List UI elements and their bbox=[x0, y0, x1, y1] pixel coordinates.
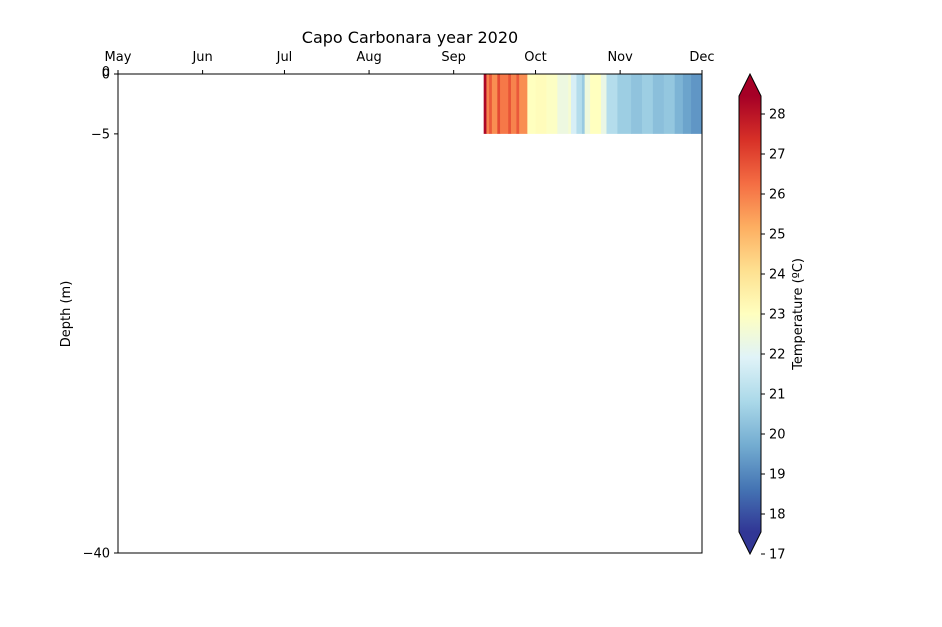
colorbar-tick-label: 27 bbox=[769, 148, 786, 163]
x-tick-label: Oct bbox=[524, 50, 546, 65]
heatmap-cell bbox=[497, 74, 501, 134]
heatmap-cells bbox=[483, 74, 703, 134]
colorbar-tick-label: 19 bbox=[769, 468, 786, 483]
colorbar-tick-label: 24 bbox=[769, 268, 786, 283]
plot-background bbox=[118, 74, 702, 553]
x-tick-label: Jul bbox=[276, 50, 293, 65]
y-tick-label: 0 bbox=[102, 68, 110, 83]
colorbar: 17 18 19 20 21 22 23 24 25 26 27 28 Temperature (ºC… bbox=[738, 72, 806, 563]
heatmap-cell bbox=[631, 74, 643, 134]
heatmap-cell bbox=[601, 74, 607, 134]
y-axis: 0−5−400 bbox=[83, 65, 118, 562]
heatmap-cell bbox=[516, 74, 520, 134]
y-tick-label: −40 bbox=[83, 547, 110, 562]
x-tick-label: Nov bbox=[607, 50, 633, 65]
heatmap-cell bbox=[486, 74, 490, 134]
y-axis-label: Depth (m) bbox=[59, 281, 74, 348]
heatmap-cell bbox=[663, 74, 676, 134]
colorbar-ticks: 17 18 19 20 21 22 23 24 25 26 27 28 bbox=[761, 108, 786, 563]
plot-frame bbox=[117, 73, 703, 554]
y-tick-label: −5 bbox=[91, 127, 110, 142]
heatmap-cell bbox=[519, 74, 528, 134]
heatmap-cell bbox=[584, 74, 591, 134]
heatmap-cell bbox=[491, 74, 498, 134]
heatmap-cell bbox=[546, 74, 558, 134]
heatmap-cell bbox=[571, 74, 577, 134]
heatmap-cell bbox=[483, 74, 487, 134]
heatmap-cell bbox=[674, 74, 684, 134]
colorbar-tick-label: 23 bbox=[769, 308, 786, 323]
colorbar-tick-label: 25 bbox=[769, 228, 786, 243]
heatmap-cell bbox=[641, 74, 654, 134]
colorbar-tick-label: 26 bbox=[769, 188, 786, 203]
x-tick-label: May bbox=[105, 50, 132, 65]
heatmap-cell bbox=[576, 74, 583, 134]
y-tick-label-duplicate: 0 bbox=[102, 65, 110, 80]
heatmap-cell bbox=[682, 74, 692, 134]
heatmap-cell bbox=[581, 74, 586, 134]
x-tick-label: Aug bbox=[356, 50, 381, 65]
heatmap-cell bbox=[508, 74, 512, 134]
colorbar-tick-label: 20 bbox=[769, 428, 786, 443]
colorbar-gradient bbox=[739, 96, 761, 532]
colorbar-tick-label: 21 bbox=[769, 388, 786, 403]
heatmap-cell bbox=[691, 74, 703, 134]
x-tick-label: Jun bbox=[191, 50, 212, 65]
colorbar-tick-label: 28 bbox=[769, 108, 786, 123]
heatmap-cell bbox=[510, 74, 517, 134]
colorbar-tick-label: 18 bbox=[769, 508, 786, 523]
heatmap-cell bbox=[535, 74, 547, 134]
heatmap-cell bbox=[527, 74, 536, 134]
x-tick-label: Sep bbox=[441, 50, 466, 65]
colorbar-tick-label: 17 bbox=[769, 548, 786, 563]
colorbar-outline bbox=[738, 72, 762, 556]
colorbar-extend-min bbox=[739, 532, 761, 554]
x-tick-label: Dec bbox=[689, 50, 714, 65]
chart-title: Capo Carbonara year 2020 bbox=[302, 28, 518, 47]
heatmap-cell bbox=[606, 74, 618, 134]
heatmap-cell bbox=[590, 74, 602, 134]
colorbar-extend-max bbox=[739, 74, 761, 96]
heatmap-cell bbox=[652, 74, 665, 134]
heatmap-cell bbox=[568, 74, 572, 134]
plot-area bbox=[117, 73, 703, 554]
heatmap-cell bbox=[500, 74, 509, 134]
heatmap-cell bbox=[557, 74, 569, 134]
heatmap-cell bbox=[617, 74, 632, 134]
x-axis-top: May Jun Jul Aug Sep Oct Nov Dec bbox=[105, 50, 715, 74]
colorbar-tick-label: 22 bbox=[769, 348, 786, 363]
heatmap-cell bbox=[489, 74, 493, 134]
colorbar-label: Temperature (ºC) bbox=[791, 258, 806, 371]
